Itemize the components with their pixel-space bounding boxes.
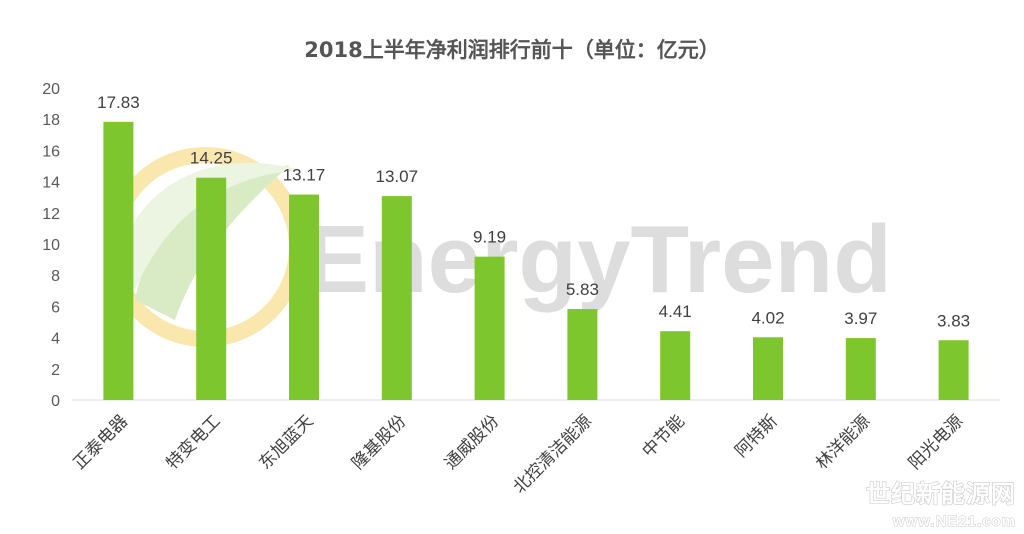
y-tick-label: 6 [51, 299, 60, 316]
data-label: 13.17 [283, 166, 326, 185]
x-tick-label: 阳光电源 [905, 411, 967, 473]
x-tick-label: 中节能 [639, 411, 689, 461]
y-tick-label: 20 [42, 81, 60, 98]
bar [660, 331, 691, 400]
y-tick-label: 16 [42, 143, 60, 160]
x-axis-ticks: 正泰电器 特变电工 东旭蓝天 隆基股份 通威股份 北控清洁能源 中节能 阿特斯 林洋能源 阳光电源 [70, 411, 967, 497]
y-tick-label: 2 [51, 362, 60, 379]
x-tick-label: 阿特斯 [731, 411, 781, 461]
x-tick-label: 特变电工 [163, 411, 225, 473]
chart-title: 2018上半年净利润排行前十（单位：亿元） [304, 38, 719, 62]
y-tick-label: 14 [42, 175, 60, 192]
data-label: 4.41 [659, 302, 692, 321]
data-label: 3.97 [844, 309, 877, 328]
y-tick-label: 4 [51, 331, 60, 348]
data-label: 5.83 [566, 280, 599, 299]
data-label: 3.83 [937, 311, 970, 330]
y-tick-label: 10 [42, 237, 60, 254]
x-tick-label: 北控清洁能源 [510, 411, 596, 497]
y-tick-label: 12 [42, 206, 60, 223]
x-tick-label: 林洋能源 [812, 411, 874, 473]
data-label: 4.02 [751, 308, 784, 327]
data-label: 13.07 [376, 167, 419, 186]
bar [567, 309, 598, 400]
corner-watermark-title: 世纪新能源网 [866, 480, 1016, 508]
bar [845, 338, 876, 400]
bar [753, 337, 783, 400]
data-labels: 17.83 14.25 13.17 13.07 9.19 5.83 4.41 4.02 3.97… [97, 93, 970, 330]
bar-series [103, 121, 969, 401]
data-label: 9.19 [473, 228, 506, 247]
data-label: 14.25 [190, 149, 233, 168]
y-tick-label: 0 [51, 393, 60, 410]
x-tick-label: 隆基股份 [348, 411, 410, 473]
y-tick-label: 8 [51, 268, 60, 285]
y-axis-ticks: 0 2 4 6 8 10 12 14 16 18 20 [42, 81, 60, 410]
corner-watermark: 世纪新能源网 www.NE21.com [865, 479, 1016, 530]
x-tick-label: 正泰电器 [70, 411, 132, 473]
x-tick-label: 通威股份 [441, 411, 503, 473]
y-tick-label: 18 [42, 112, 60, 129]
bar [474, 256, 505, 400]
bar [103, 121, 134, 401]
bar [196, 177, 227, 400]
bar [289, 194, 319, 400]
bar [381, 196, 412, 400]
x-tick-label: 东旭蓝天 [255, 411, 317, 473]
data-label: 17.83 [97, 93, 140, 112]
bar [938, 340, 969, 400]
corner-watermark-url: www.NE21.com [892, 513, 1016, 530]
